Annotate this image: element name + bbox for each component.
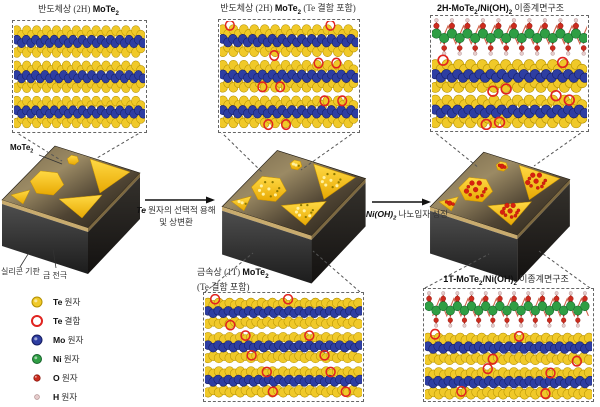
arrow2-caption: Ni(OH)2 나노입자 성장 [365, 209, 449, 222]
structure-2h-nioh2 [432, 18, 587, 130]
arrow-nioh2-growth [372, 198, 431, 206]
substrate-block-2h [1, 145, 141, 274]
panel-title-2h: 반도체상 (2H) MoTe2 [38, 4, 119, 17]
ni-atom-icon [32, 353, 42, 364]
structure-panel-2h [12, 20, 147, 133]
te-vacancy-icon [31, 314, 43, 327]
structure-1t-mote2-defect [205, 294, 362, 398]
legend-item-te-vacancy: Te 결함 [30, 311, 83, 330]
te-atom-icon [31, 296, 43, 307]
substrate-label: 실리콘 기판 [1, 267, 40, 276]
title-text: 금속상 (1T) [197, 267, 243, 277]
h-atom-icon [34, 393, 40, 400]
panel-title-2h-hetero: 2H-MoTe2/Ni(OH)2 이종계면구조 [436, 3, 565, 16]
electrode-label: 금 전극 [43, 271, 68, 280]
panel-title-1t-defect: 금속상 (1T) MoTe2 (Te 결함 포함) [197, 267, 269, 292]
title-text: 이종계면구조 [512, 3, 565, 13]
structure-panel-1t-hetero [423, 288, 594, 402]
legend-item-mo: Mo 원자 [30, 330, 83, 349]
mo-atom-icon [31, 334, 43, 345]
panel-title-2h-defect: 반도체상 (2H) MoTe2 (Te 결함 포함) [220, 3, 356, 16]
arrow-te-dissolution [145, 196, 215, 204]
flake-label-mote2: MoTe2 [10, 143, 34, 155]
atom-legend: Te 원자 Te 결함 Mo 원자 Ni 원자 O 원자 H 원자 [30, 292, 83, 406]
legend-item-h: H 원자 [30, 387, 83, 406]
o-atom-icon [33, 373, 41, 382]
title-text: 이종계면구조 [516, 274, 569, 284]
structure-1t-nioh2 [425, 291, 592, 400]
substrate-block-1t-nioh2 [429, 151, 571, 282]
legend-item-ni: Ni 원자 [30, 349, 83, 368]
title-text: 반도체상 (2H) [38, 4, 93, 14]
legend-item-o: O 원자 [30, 368, 83, 387]
substrate-block-1t [221, 150, 367, 284]
structure-panel-2h-hetero [430, 15, 589, 132]
structure-panel-1t-defect [203, 292, 364, 402]
arrow1-caption: Te 원자의 선택적 용해 및 상변환 [136, 205, 216, 227]
panel-title-1t-hetero: 1T-MoTe2/Ni(OH)2 이종계면구조 [443, 274, 569, 287]
title-text-line2: (Te 결함 포함) [197, 281, 250, 292]
legend-item-te: Te 원자 [30, 292, 83, 311]
structure-panel-2h-defect [218, 19, 360, 133]
title-text: 반도체상 (2H) [220, 3, 275, 13]
structure-2h-mote2 [14, 25, 145, 129]
structure-2h-mote2-defect [220, 21, 358, 131]
